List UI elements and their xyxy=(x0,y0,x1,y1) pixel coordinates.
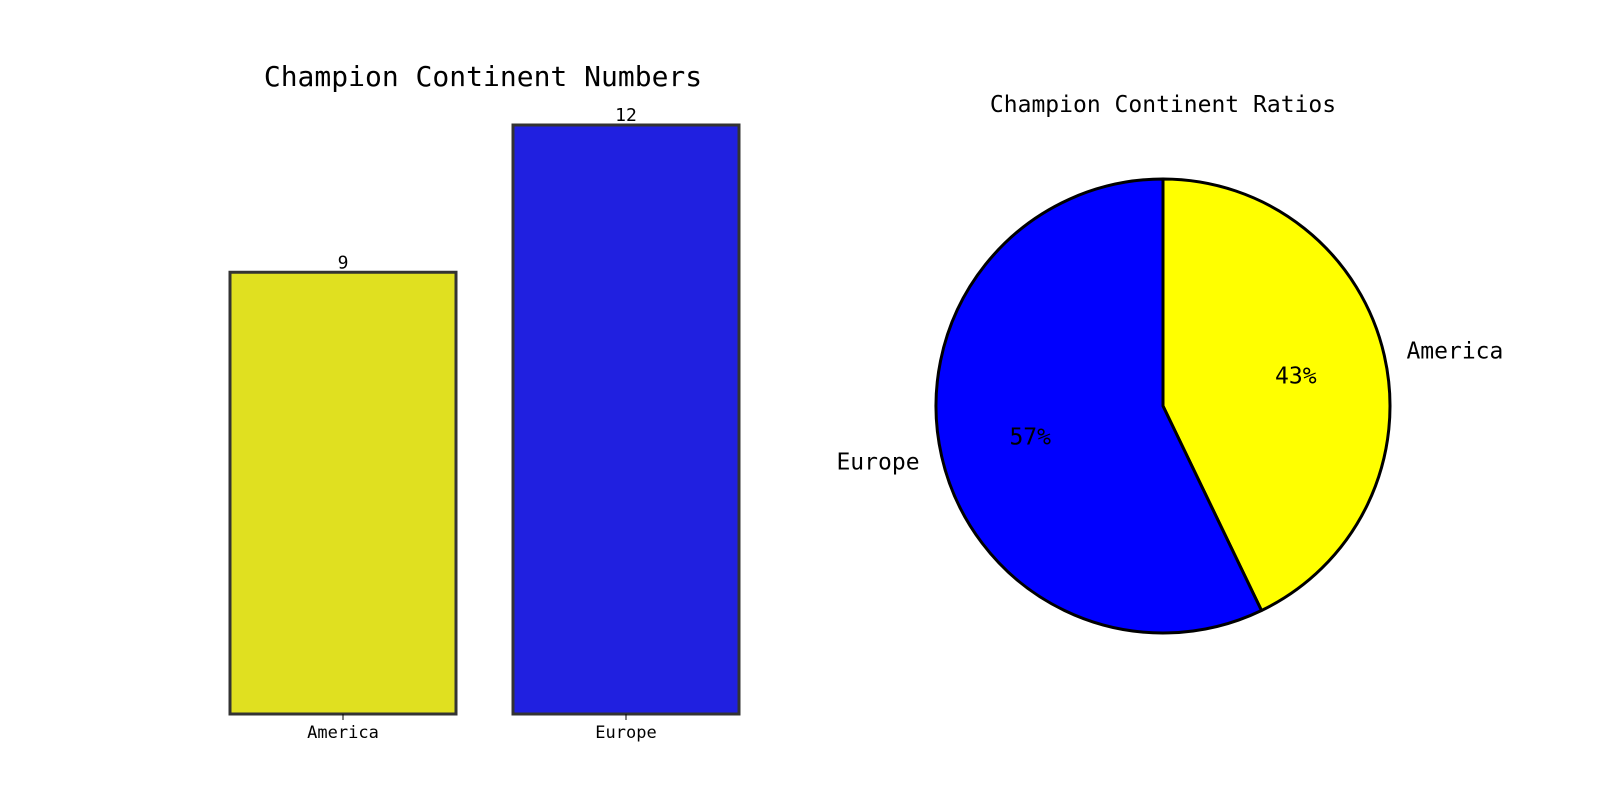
bar-chart: Champion Continent Numbers 9 America 12 Eur… xyxy=(228,60,741,743)
bar-value-label: 12 xyxy=(615,105,637,126)
pie-marks: 43% America 57% Europe xyxy=(836,177,1503,635)
pie-slice-europe xyxy=(934,177,1263,635)
pie-percent-label: 57% xyxy=(1009,424,1051,450)
bar-europe xyxy=(511,123,741,716)
pie-chart-title: Champion Continent Ratios xyxy=(990,92,1336,118)
bar-marks: 9 America 12 Europe xyxy=(228,105,741,743)
x-tick-label: America xyxy=(307,723,379,743)
bar-chart-title: Champion Continent Numbers xyxy=(264,60,702,93)
pie-slice-label: America xyxy=(1406,338,1503,364)
bar-america xyxy=(228,270,458,716)
bar-value-label: 9 xyxy=(338,252,349,273)
pie-slice-america xyxy=(1161,177,1392,613)
pie-percent-label: 43% xyxy=(1275,364,1317,390)
x-tick-label: Europe xyxy=(595,723,656,743)
pie-chart: Champion Continent Ratios 43% America 57% E… xyxy=(836,92,1503,635)
pie-slice-label: Europe xyxy=(836,450,919,476)
